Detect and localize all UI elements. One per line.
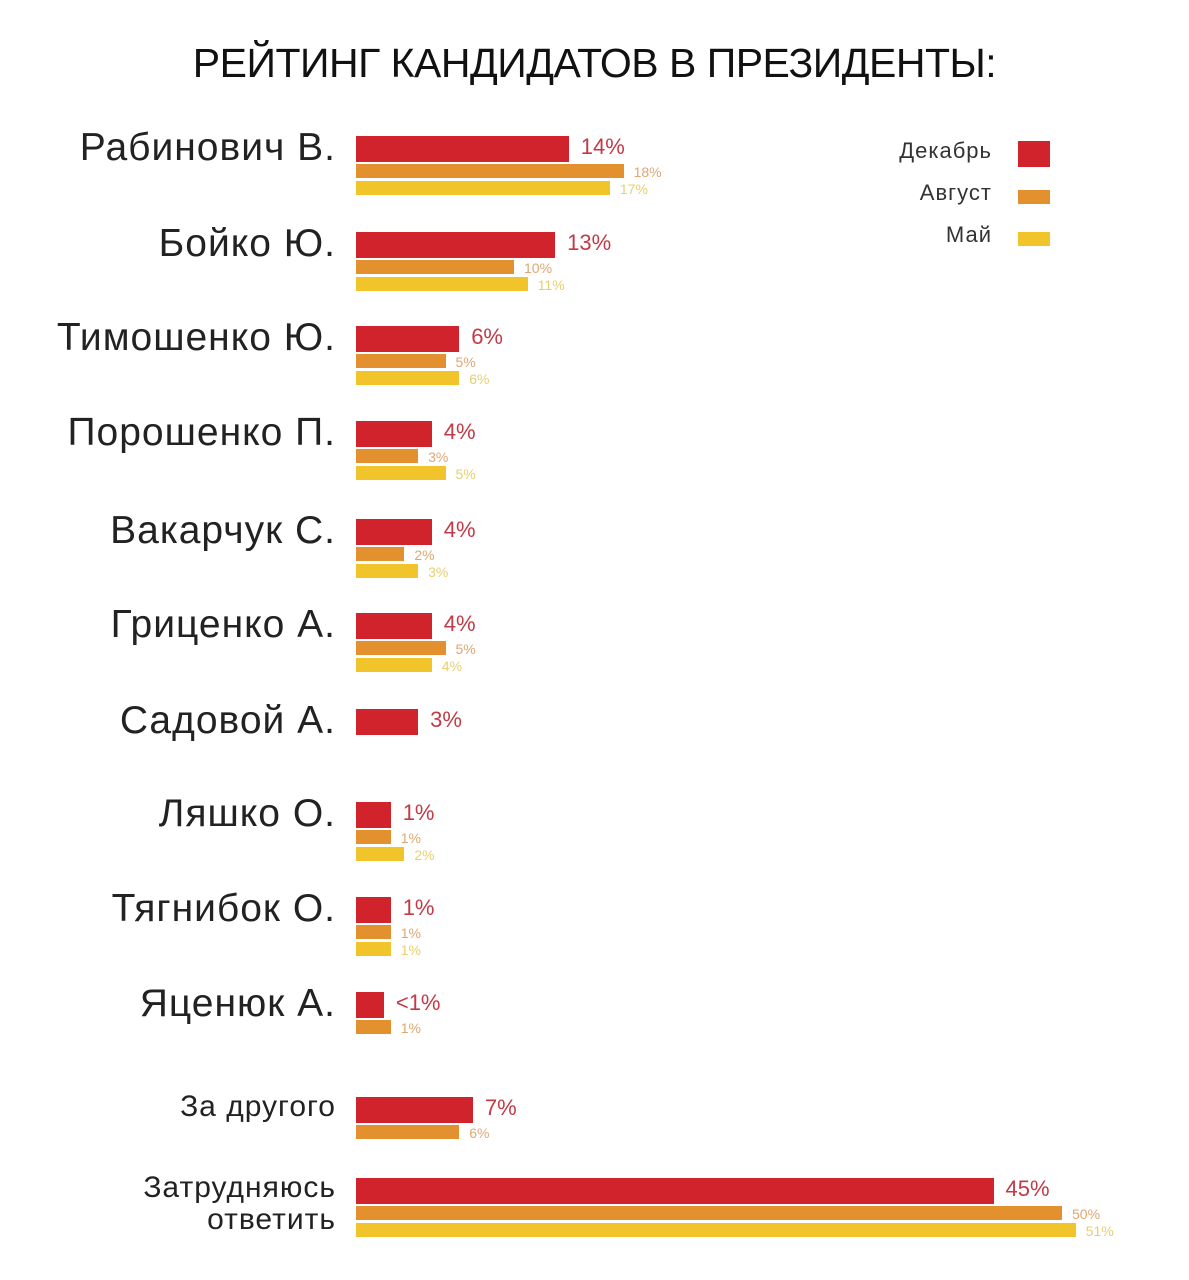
bar-august bbox=[356, 925, 391, 939]
category-label: Тягнибок О. bbox=[111, 887, 336, 930]
bar-may bbox=[356, 371, 460, 385]
category-label: Вакарчук С. bbox=[110, 509, 336, 552]
data-label-may: 6% bbox=[469, 371, 490, 387]
data-label-may: 1% bbox=[400, 942, 421, 958]
data-label-may: 5% bbox=[455, 466, 476, 482]
chart-title: РЕЙТИНГ КАНДИДАТОВ В ПРЕЗИДЕНТЫ: bbox=[192, 40, 997, 86]
data-label-may: 51% bbox=[1085, 1223, 1114, 1239]
data-label-may: 2% bbox=[414, 847, 435, 863]
bar-may bbox=[356, 847, 405, 861]
legend-swatch-may bbox=[1018, 232, 1050, 246]
category-label: Гриценко А. bbox=[110, 603, 336, 646]
bar-august bbox=[356, 164, 624, 178]
category-label: Ляшко О. bbox=[158, 792, 336, 835]
data-label-may: 11% bbox=[537, 277, 565, 293]
bar-may bbox=[356, 181, 610, 195]
bar-may bbox=[356, 1223, 1076, 1237]
legend-swatch-december bbox=[1018, 141, 1050, 167]
legend-item-may: Май bbox=[860, 222, 1050, 252]
data-label-may: 17% bbox=[619, 181, 648, 197]
data-label-may: 4% bbox=[441, 658, 463, 674]
data-label-august: 50% bbox=[1072, 1206, 1101, 1222]
data-label-december: 6% bbox=[471, 324, 503, 349]
bar-august bbox=[356, 1125, 460, 1139]
data-label-august: 3% bbox=[428, 449, 449, 465]
data-label-august: 1% bbox=[400, 925, 421, 941]
data-label-december: <1% bbox=[395, 990, 441, 1015]
legend-label: Декабрь bbox=[899, 138, 992, 163]
data-label-august: 6% bbox=[469, 1125, 490, 1141]
data-label-december: 3% bbox=[430, 707, 462, 732]
category-label: За другого bbox=[180, 1090, 336, 1123]
bar-august bbox=[356, 1206, 1062, 1220]
data-label-august: 5% bbox=[455, 641, 476, 657]
data-label-may: 3% bbox=[428, 564, 449, 580]
data-label-december: 1% bbox=[402, 800, 435, 825]
bar-august bbox=[356, 1020, 391, 1034]
data-label-august: 18% bbox=[633, 164, 662, 180]
bar-december bbox=[356, 326, 460, 352]
bar-may bbox=[356, 942, 391, 956]
bar-december bbox=[356, 136, 569, 162]
bar-august bbox=[356, 260, 514, 274]
legend-item-december: Декабрь bbox=[860, 138, 1050, 168]
bar-august bbox=[356, 641, 446, 655]
bar-may bbox=[356, 466, 446, 480]
bar-august bbox=[356, 830, 391, 844]
bar-december bbox=[356, 802, 391, 828]
bar-may bbox=[356, 564, 419, 578]
data-label-december: 1% bbox=[402, 895, 435, 920]
category-label: Бойко Ю. bbox=[158, 222, 336, 265]
bar-december bbox=[356, 421, 432, 447]
data-label-december: 4% bbox=[443, 611, 476, 636]
data-label-december: 4% bbox=[443, 517, 476, 542]
data-label-december: 7% bbox=[484, 1095, 517, 1120]
bar-december bbox=[356, 519, 432, 545]
category-label: Порошенко П. bbox=[67, 411, 336, 454]
bar-august bbox=[356, 354, 446, 368]
bar-august bbox=[356, 449, 419, 463]
legend-label: Август bbox=[919, 180, 992, 205]
category-label: Садовой А. bbox=[119, 699, 336, 742]
bar-december bbox=[356, 1178, 994, 1204]
category-label: Яценюк А. bbox=[139, 982, 336, 1025]
bar-december bbox=[356, 992, 384, 1018]
data-label-december: 45% bbox=[1005, 1176, 1050, 1201]
data-label-august: 2% bbox=[414, 547, 435, 563]
bar-december bbox=[356, 709, 419, 735]
category-label: Тимошенко Ю. bbox=[56, 316, 336, 359]
data-label-december: 13% bbox=[567, 230, 612, 255]
legend-swatch-august bbox=[1018, 190, 1050, 204]
data-label-august: 1% bbox=[400, 1020, 421, 1036]
bar-december bbox=[356, 613, 432, 639]
bar-december bbox=[356, 1097, 473, 1123]
bar-december bbox=[356, 232, 556, 258]
data-label-december: 4% bbox=[443, 419, 476, 444]
bar-august bbox=[356, 547, 405, 561]
legend-item-august: Август bbox=[860, 180, 1050, 210]
bar-december bbox=[356, 897, 391, 923]
data-label-august: 1% bbox=[400, 830, 421, 846]
category-label: Рабинович В. bbox=[79, 126, 336, 169]
bar-may bbox=[356, 277, 528, 291]
category-label: Затрудняюсь ответить bbox=[143, 1171, 336, 1236]
data-label-august: 5% bbox=[455, 354, 476, 370]
legend-label: Май bbox=[945, 222, 992, 247]
data-label-december: 14% bbox=[580, 134, 625, 159]
bar-may bbox=[356, 658, 432, 672]
data-label-august: 10% bbox=[524, 260, 553, 276]
